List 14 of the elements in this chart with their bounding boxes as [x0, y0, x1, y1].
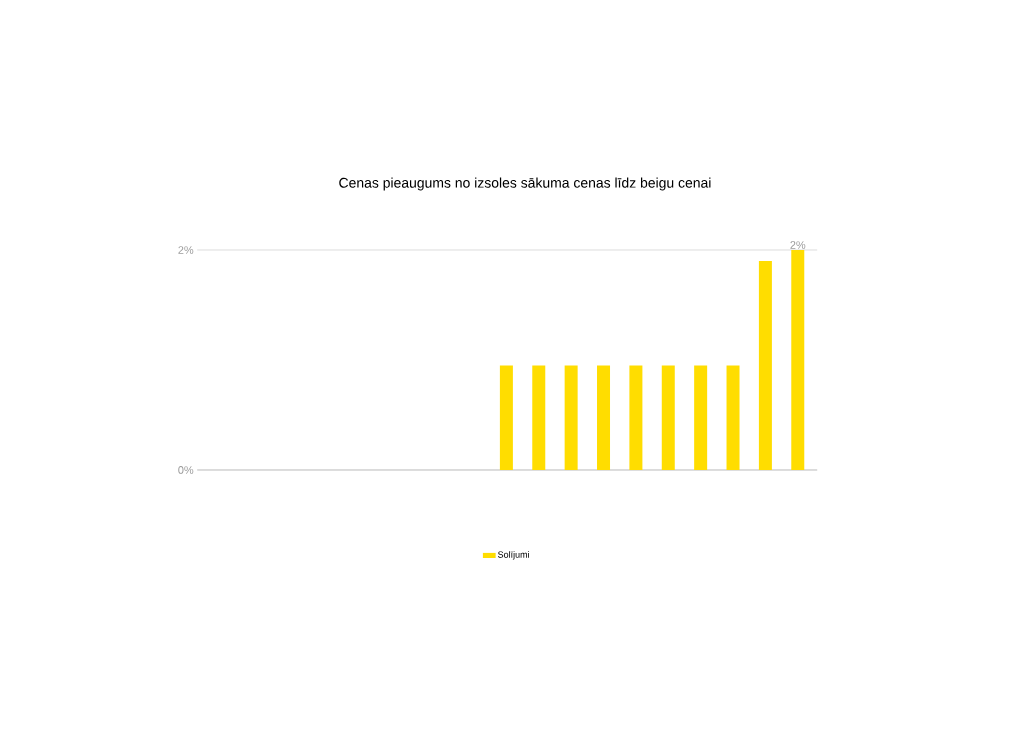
bar — [629, 365, 643, 470]
y-tick-label: 0% — [178, 466, 194, 474]
bar — [564, 365, 578, 470]
bar — [726, 365, 740, 470]
bar — [758, 260, 772, 470]
legend-label: Solījumi — [498, 551, 529, 560]
bar — [597, 365, 611, 470]
bar — [532, 365, 546, 470]
bar — [694, 365, 708, 470]
data-label: 2% — [790, 241, 806, 249]
chart-title: Cenas pieaugums no izsoles sākuma cenas līdz beigu cenai — [339, 177, 711, 191]
bar — [791, 249, 805, 470]
bar — [499, 365, 513, 470]
bar — [661, 365, 675, 470]
